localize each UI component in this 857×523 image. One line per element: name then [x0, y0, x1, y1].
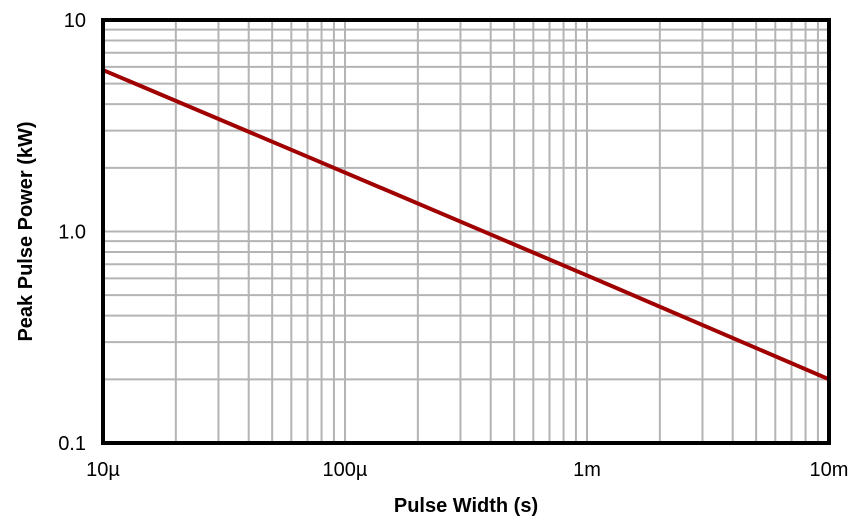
x-tick-label: 10µ	[86, 459, 120, 481]
x-tick-labels: 10µ 100µ 1m 10m	[86, 459, 848, 481]
y-tick-labels: 0.1 1.0 10	[58, 10, 86, 455]
y-tick-label: 0.1	[58, 433, 86, 455]
y-tick-label: 10	[64, 10, 86, 32]
x-tick-label: 10m	[810, 459, 849, 481]
x-tick-label: 1m	[573, 459, 601, 481]
grid-lines	[103, 20, 829, 443]
y-tick-label: 1.0	[58, 222, 86, 244]
series-line-0	[102, 68, 830, 382]
series-group	[102, 68, 830, 382]
x-tick-label: 100µ	[323, 459, 368, 481]
plot-frame	[101, 18, 831, 445]
x-axis-title: Pulse Width (s)	[394, 495, 538, 517]
y-axis-title: Peak Pulse Power (kW)	[15, 121, 37, 341]
